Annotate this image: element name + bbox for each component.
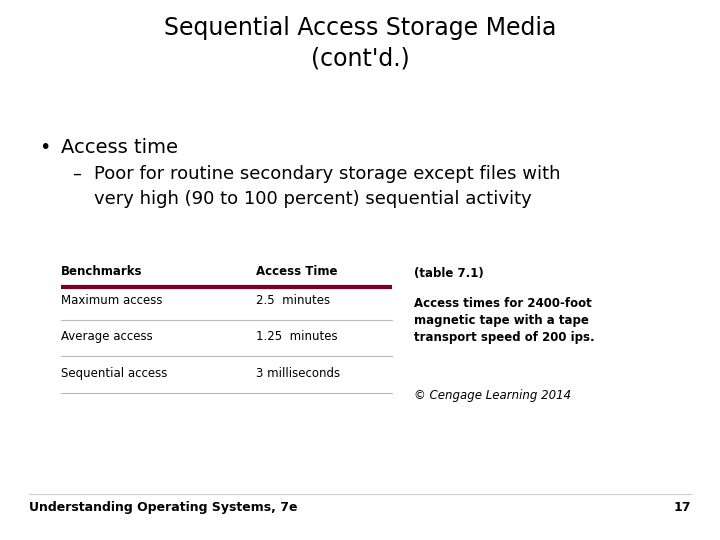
- Text: Average access: Average access: [61, 330, 153, 343]
- Text: –: –: [72, 165, 81, 183]
- Text: Benchmarks: Benchmarks: [61, 265, 143, 278]
- Text: Sequential access: Sequential access: [61, 367, 168, 380]
- Text: 3 milliseconds: 3 milliseconds: [256, 367, 340, 380]
- Text: © Cengage Learning 2014: © Cengage Learning 2014: [414, 389, 571, 402]
- Text: Sequential Access Storage Media
(cont'd.): Sequential Access Storage Media (cont'd.…: [164, 16, 556, 71]
- Text: Maximum access: Maximum access: [61, 294, 163, 307]
- Text: 2.5  minutes: 2.5 minutes: [256, 294, 330, 307]
- Text: Poor for routine secondary storage except files with
very high (90 to 100 percen: Poor for routine secondary storage excep…: [94, 165, 560, 208]
- Text: Understanding Operating Systems, 7e: Understanding Operating Systems, 7e: [29, 501, 297, 514]
- Text: (table 7.1): (table 7.1): [414, 267, 484, 280]
- Text: Access Time: Access Time: [256, 265, 337, 278]
- Text: Access times for 2400-foot
magnetic tape with a tape
transport speed of 200 ips.: Access times for 2400-foot magnetic tape…: [414, 297, 595, 344]
- Text: 1.25  minutes: 1.25 minutes: [256, 330, 337, 343]
- Text: •: •: [40, 138, 51, 157]
- Text: Access time: Access time: [61, 138, 179, 157]
- Text: 17: 17: [674, 501, 691, 514]
